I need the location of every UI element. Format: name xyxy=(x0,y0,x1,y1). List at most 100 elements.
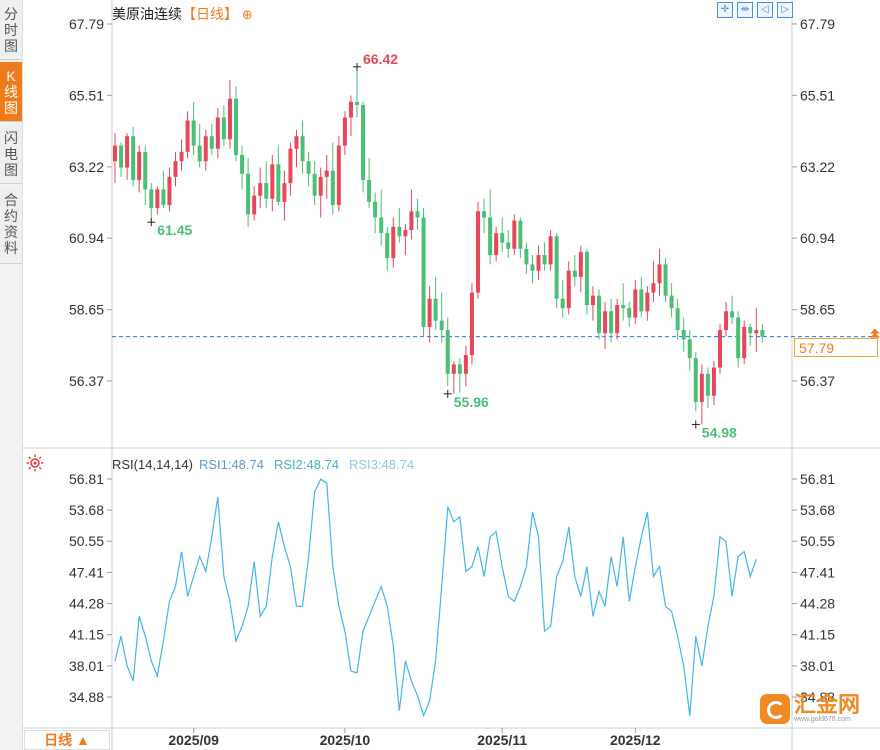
candle-body xyxy=(433,298,438,321)
chart-toolbar: ✛ ⇹ ◁ ▷ xyxy=(717,2,797,20)
candle-body xyxy=(457,364,462,374)
rsi-tick-label-right: 38.01 xyxy=(800,658,835,674)
candle-body xyxy=(699,373,704,402)
price-tick-label-left: 67.79 xyxy=(69,16,104,32)
low-annotation: 54.98 xyxy=(702,424,737,440)
candle-body xyxy=(451,364,456,374)
candle-body xyxy=(469,292,474,356)
candle-body xyxy=(542,255,547,265)
low-annotation: 61.45 xyxy=(157,222,192,238)
chart-title: 美原油连续【日线】 ⊕ xyxy=(112,4,253,24)
candle-body xyxy=(657,264,662,284)
candle-body xyxy=(572,270,577,277)
price-tick-label-left: 60.94 xyxy=(69,230,104,246)
candle-body xyxy=(367,179,372,202)
candle-body xyxy=(536,255,541,271)
candle-body xyxy=(403,230,408,237)
x-tick-label: 2025/11 xyxy=(477,732,527,748)
candle-body xyxy=(294,136,299,149)
candle-body xyxy=(609,311,614,334)
step-forward-icon[interactable]: ▷ xyxy=(777,2,793,18)
candle-body xyxy=(439,320,444,331)
candle-body xyxy=(342,117,347,146)
candle-body xyxy=(409,211,414,231)
candle-body xyxy=(288,148,293,184)
price-tick-label-right: 67.79 xyxy=(800,16,835,32)
price-tick-label-left: 58.65 xyxy=(69,302,104,318)
price-tick-label-right: 58.65 xyxy=(800,302,835,318)
range-icon[interactable]: ⇹ xyxy=(737,2,753,18)
candle-body xyxy=(113,145,117,162)
candle-body xyxy=(427,298,432,327)
step-back-icon[interactable]: ◁ xyxy=(757,2,773,18)
candle-body xyxy=(258,183,263,196)
candle-body xyxy=(651,283,656,293)
rsi-tick-label-right: 47.41 xyxy=(800,564,835,580)
add-symbol-icon[interactable]: ⊕ xyxy=(241,7,253,22)
rsi-tick-label-left: 44.28 xyxy=(69,596,104,612)
candle-body xyxy=(681,330,686,340)
candle-body xyxy=(639,289,644,312)
rsi1-value: RSI1:48.74 xyxy=(198,457,264,472)
candle-body xyxy=(264,183,269,199)
rsi-tick-label-left: 47.41 xyxy=(69,564,104,580)
tab-flash-chart-label: 闪电图 xyxy=(4,130,18,178)
candle-body xyxy=(391,226,396,259)
candle-body xyxy=(421,217,426,327)
candle-body xyxy=(687,339,692,359)
rsi-tick-label-right: 44.28 xyxy=(800,596,835,612)
indicator-settings-icon[interactable] xyxy=(26,454,44,472)
candle-body xyxy=(711,367,716,396)
candle-body xyxy=(203,136,208,162)
candle-body xyxy=(185,120,190,152)
candle-body xyxy=(445,330,450,374)
candle-body xyxy=(554,236,559,299)
tab-contract-info[interactable]: 合约资料 xyxy=(0,186,22,264)
price-tick-label-left: 65.51 xyxy=(69,87,104,103)
rsi-tick-label-left: 38.01 xyxy=(69,658,104,674)
tab-timeshare[interactable]: 分时图 xyxy=(0,0,22,60)
candle-body xyxy=(621,305,626,309)
candle-body xyxy=(179,151,184,162)
candle-body xyxy=(476,211,480,293)
candle-body xyxy=(361,104,366,180)
candle-body xyxy=(137,151,142,180)
price-tick-label-right: 60.94 xyxy=(800,230,835,246)
candle-body xyxy=(209,136,214,149)
last-price-marker-icon xyxy=(870,328,880,338)
candle-body xyxy=(119,145,124,168)
tab-flash-chart[interactable]: 闪电图 xyxy=(0,124,22,184)
candle-body xyxy=(645,292,650,312)
candle-body xyxy=(246,173,251,215)
price-tick-label-right: 65.51 xyxy=(800,87,835,103)
candle-body xyxy=(167,176,172,206)
candle-body xyxy=(730,311,735,318)
candle-body xyxy=(324,170,329,177)
candle-body xyxy=(330,170,335,206)
watermark-logo-icon xyxy=(760,694,790,724)
zoom-icon[interactable]: ✛ xyxy=(717,2,733,18)
candle-body xyxy=(282,183,287,202)
candle-body xyxy=(415,211,420,218)
candle-body xyxy=(518,220,523,249)
candle-body xyxy=(463,355,468,374)
candle-body xyxy=(379,217,384,234)
tab-timeshare-label: 分时图 xyxy=(4,6,18,54)
candle-body xyxy=(240,154,245,174)
rsi-tick-label-left: 41.15 xyxy=(69,627,104,643)
rsi-tick-label-right: 34.88 xyxy=(800,689,835,705)
candle-body xyxy=(197,145,202,162)
candle-body xyxy=(234,98,238,155)
candle-body xyxy=(506,242,511,249)
candle-body xyxy=(530,264,535,271)
period-selector[interactable]: 日线 ▲ xyxy=(24,730,110,750)
high-annotation: 66.42 xyxy=(363,51,398,67)
candle-body xyxy=(143,151,148,190)
candle-body xyxy=(584,251,589,306)
candle-body xyxy=(748,326,753,334)
candle-body xyxy=(397,226,402,237)
instrument-name: 美原油连续 xyxy=(112,6,182,22)
candle-body xyxy=(276,164,281,202)
